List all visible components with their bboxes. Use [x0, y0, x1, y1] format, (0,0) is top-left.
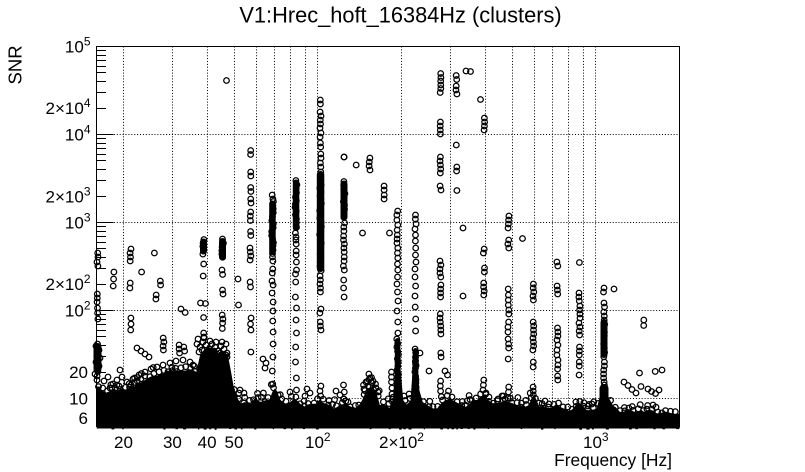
svg-text:SNR: SNR — [5, 45, 26, 84]
svg-text:30: 30 — [163, 433, 182, 452]
svg-text:Frequency [Hz]: Frequency [Hz] — [554, 450, 672, 470]
svg-text:10: 10 — [69, 390, 88, 409]
svg-text:50: 50 — [225, 433, 244, 452]
svg-text:2×104: 2×104 — [46, 96, 91, 118]
svg-text:20: 20 — [114, 433, 133, 452]
svg-text:2×103: 2×103 — [46, 185, 91, 207]
svg-text:2×102: 2×102 — [379, 430, 424, 452]
svg-text:2×102: 2×102 — [46, 272, 91, 294]
svg-text:40: 40 — [198, 433, 217, 452]
svg-text:6: 6 — [79, 409, 88, 428]
svg-text:20: 20 — [69, 363, 88, 382]
svg-text:V1:Hrec_hoft_16384Hz (clusters: V1:Hrec_hoft_16384Hz (clusters) — [239, 3, 561, 28]
